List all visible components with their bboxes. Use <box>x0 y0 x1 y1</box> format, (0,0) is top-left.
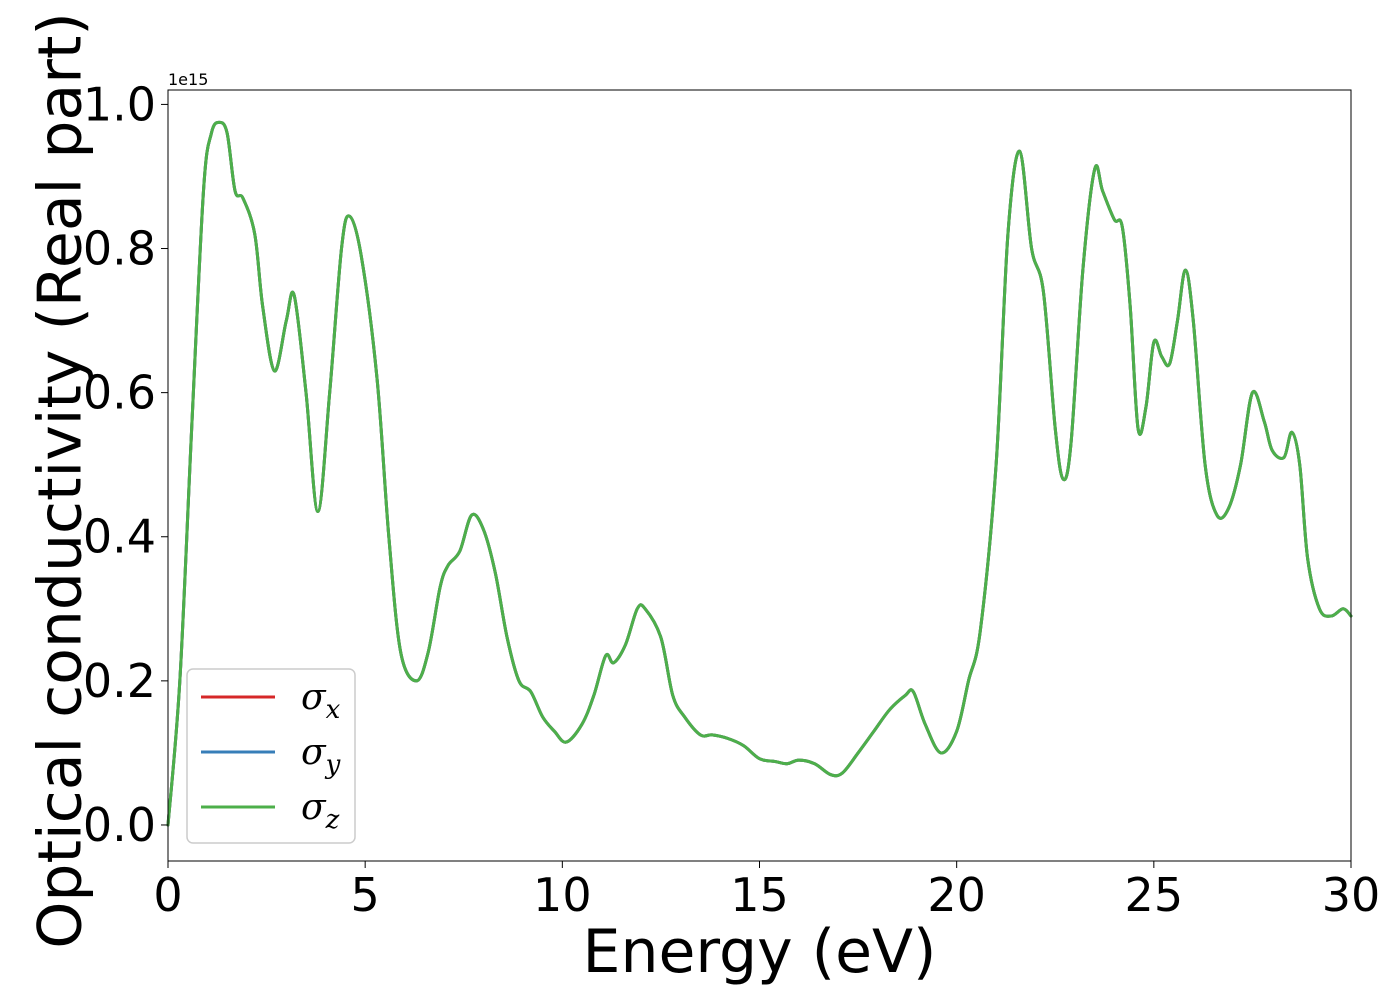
y-tick-label: 0.6 <box>83 366 156 420</box>
x-axis-label: Energy (eV) <box>583 917 937 987</box>
x-tick-label: 0 <box>153 868 182 922</box>
legend: σx σy σz <box>186 668 356 844</box>
y-tick-label: 0.8 <box>83 222 156 276</box>
y-tick-label: 1.0 <box>83 77 156 131</box>
y-offset-text: 1e15 <box>168 70 208 89</box>
legend-label: σz <box>301 787 340 835</box>
y-tick-label: 0.2 <box>83 654 156 708</box>
legend-label: σy <box>301 732 341 780</box>
y-axis-label: Optical conductivity (Real part) <box>26 12 96 949</box>
y-axis-ticks: 0.0 0.2 0.4 0.6 0.8 1.0 <box>83 77 168 852</box>
x-tick-label: 30 <box>1322 868 1381 922</box>
y-tick-label: 0.0 <box>83 798 156 852</box>
x-tick-label: 5 <box>351 868 380 922</box>
y-tick-label: 0.4 <box>83 510 156 564</box>
x-tick-label: 10 <box>533 868 592 922</box>
legend-label: σx <box>301 677 341 725</box>
x-tick-label: 25 <box>1125 868 1184 922</box>
x-axis-ticks: 0 5 10 15 20 25 30 <box>153 861 1380 922</box>
series-layer <box>166 120 1353 827</box>
legend-box <box>186 668 356 844</box>
x-tick-label: 15 <box>730 868 789 922</box>
x-tick-label: 20 <box>927 868 986 922</box>
series-line-sigma-z <box>166 120 1353 827</box>
